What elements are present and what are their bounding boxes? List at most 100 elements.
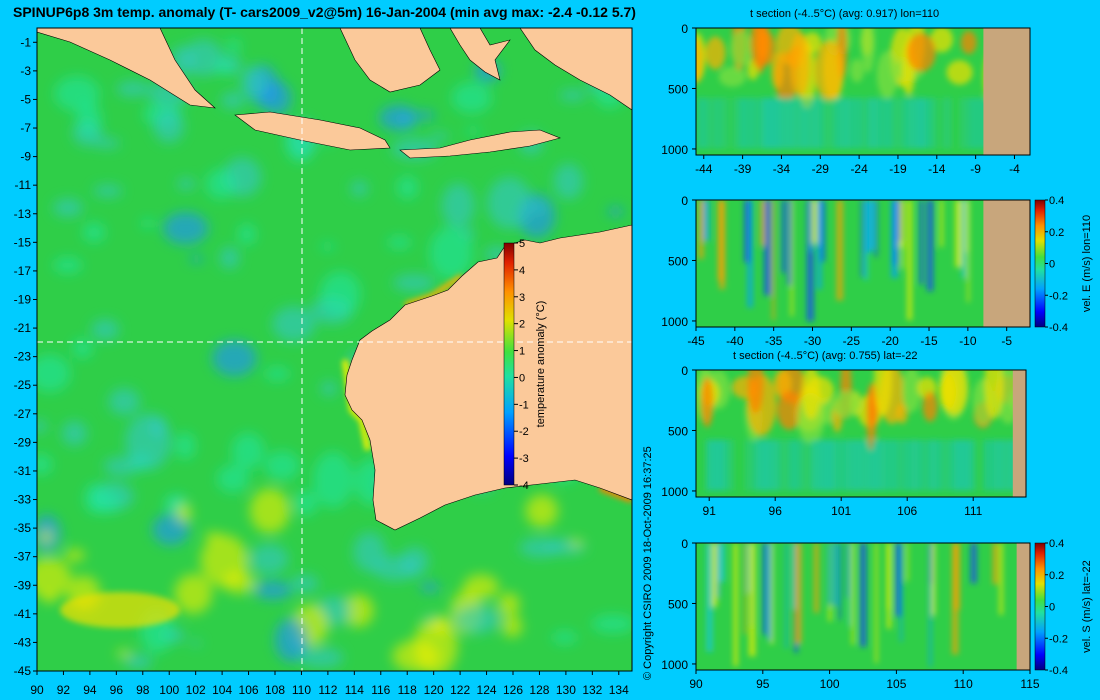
map-y-tick-label: -27 (14, 407, 32, 421)
map-colorbar-tick-label: 0 (519, 372, 525, 384)
map-colorbar-tick-label: -1 (519, 399, 529, 411)
map-x-tick-label: 104 (212, 683, 232, 697)
section-y-tick-label: 0 (681, 194, 688, 208)
section-x-tick-label: -35 (765, 334, 783, 348)
australia-land (344, 224, 632, 531)
borneo-land (339, 28, 441, 93)
map-y-tick-label: -5 (20, 92, 31, 106)
section-land (1012, 370, 1026, 497)
map-y-tick-label: -17 (14, 264, 32, 278)
map-y-tick-label: -33 (14, 493, 32, 507)
map-x-tick-label: 116 (371, 683, 390, 697)
section-land (1016, 543, 1030, 670)
section-x-tick-label: -44 (695, 162, 713, 176)
map-x-tick-label: 132 (582, 683, 602, 697)
map-x-tick-label: 120 (424, 683, 444, 697)
sulawesi-land (449, 28, 511, 81)
section-x-tick-label: 115 (1020, 677, 1039, 691)
map-x-tick-label: 112 (318, 683, 337, 697)
map-colorbar-tick-label: -2 (519, 426, 529, 438)
map-x-tick-label: 108 (265, 683, 285, 697)
section-x-tick-label: -19 (889, 162, 907, 176)
map-x-tick-label: 94 (83, 683, 97, 697)
section-colorbar-tick-label: 0.2 (1049, 227, 1064, 239)
java-land (234, 111, 391, 151)
map-colorbar-tick-label: -4 (519, 480, 529, 492)
section-colorbar-tick-label: -0.2 (1049, 633, 1068, 645)
map-y-tick-label: -31 (14, 464, 32, 478)
section-y-tick-label: 0 (681, 22, 688, 36)
section-field (698, 200, 1030, 322)
section-x-tick-label: -15 (920, 334, 938, 348)
section-y-tick-label: 1000 (661, 315, 688, 329)
map-land (37, 28, 632, 531)
section-y-tick-label: 500 (668, 597, 688, 611)
map-crosshair (37, 28, 632, 671)
section-panel-vel_lon: -45 -40 -35 -30 -25 -20 -15 -10 -5 0 500 1000 0.4 0.2… (661, 194, 1093, 348)
section-x-tick-label: -25 (843, 334, 861, 348)
nusa-tenggara-land (399, 129, 561, 159)
map-colorbar-gradient (503, 242, 515, 486)
section-colorbar-tick-label: -0.4 (1049, 665, 1068, 677)
map-x-tick-label: 126 (503, 683, 523, 697)
map-x-tick-label: 114 (345, 683, 364, 697)
map-colorbar: 5 4 3 2 1 0 -1 -2 -3 -4 temperature anomaly (°C) (503, 238, 547, 492)
section-colorbar-tick-label: -0.4 (1049, 322, 1068, 334)
map-x-tick-label: 90 (30, 683, 44, 697)
map-y-tick-label: -23 (14, 350, 32, 364)
section-colorbar-tick-label: 0.4 (1049, 195, 1064, 207)
section-x-tick-label: 101 (831, 504, 851, 518)
section-x-tick-label: 90 (689, 677, 703, 691)
map-y-tick-label: -39 (14, 578, 32, 592)
section-colorbar-label: vel. S (m/s) lat=-22 (1081, 560, 1093, 653)
section-x-tick-label: -45 (687, 334, 705, 348)
map-y-tick-label: -13 (14, 207, 32, 221)
map-colorbar-tick-label: 4 (519, 265, 525, 277)
section-y-tick-label: 0 (681, 364, 688, 378)
map-x-tick-label: 96 (110, 683, 124, 697)
map-y-tick-label: -19 (14, 292, 32, 306)
section-x-tick-label: -20 (882, 334, 900, 348)
map-colorbar-tick-label: 1 (519, 346, 525, 358)
map-x-tick-label: 110 (292, 683, 311, 697)
tsec-lat-title: t section (-4..5°C) (avg: 0.755) lat=-22 (733, 350, 918, 362)
map-panel: 90 92 94 96 98 100 102 104 106 108 110 112 114 116 118… (14, 27, 633, 697)
map-y-tick-label: -37 (14, 550, 32, 564)
map-x-tick-label: 122 (450, 683, 470, 697)
section-panel-tsec_lat: 91 96 101 106 111 0 500 1000 (661, 364, 1027, 518)
map-y-tick-label: -45 (14, 664, 32, 678)
map-x-tick-label: 100 (159, 683, 179, 697)
figure-title: SPINUP6p8 3m temp. anomaly (T- cars2009_… (13, 4, 636, 20)
map-x-axis: 90 92 94 96 98 100 102 104 106 108 110 112 114 116 118… (30, 671, 629, 697)
map-colorbar-tick-label: -3 (519, 453, 529, 465)
map-y-tick-label: -41 (14, 607, 32, 621)
section-field (696, 370, 1026, 491)
section-x-tick-label: -30 (804, 334, 822, 348)
map-x-tick-label: 98 (136, 683, 150, 697)
map-y-tick-label: -11 (15, 178, 32, 192)
map-y-tick-label: -9 (20, 150, 31, 164)
map-x-tick-label: 92 (57, 683, 71, 697)
map-y-tick-label: -35 (14, 521, 32, 535)
section-x-tick-label: -9 (970, 162, 981, 176)
map-y-axis: -1 -3 -5 -7 -9 -11 -13 -15 -17 -19 -21 -23 -25 -27 -29… (14, 35, 37, 678)
section-colorbar-tick-label: -0.2 (1049, 290, 1068, 302)
section-colorbar-label: vel. E (m/s) lon=110 (1081, 215, 1093, 312)
map-x-tick-label: 130 (556, 683, 576, 697)
map-y-tick-label: -21 (14, 321, 32, 335)
section-x-tick-label: -10 (959, 334, 977, 348)
section-x-tick-label: -29 (812, 162, 830, 176)
copyright-note: © Copyright CSIRO 2009 18-Oct-2009 16:37… (642, 446, 654, 680)
section-colorbar-tick-label: 0.2 (1049, 570, 1064, 582)
section-x-tick-label: -39 (734, 162, 752, 176)
section-x-tick-label: 91 (703, 504, 717, 518)
section-colorbar-tick-label: 0 (1049, 259, 1055, 271)
section-x-tick-label: 110 (954, 677, 973, 691)
section-y-tick-label: 1000 (661, 485, 688, 499)
section-colorbar (1034, 542, 1046, 671)
section-y-tick-label: 500 (668, 254, 688, 268)
section-y-tick-label: 1000 (661, 658, 688, 672)
section-y-tick-label: 500 (668, 82, 688, 96)
section-x-tick-label: 106 (897, 504, 917, 518)
section-y-tick-label: 1000 (661, 143, 688, 157)
